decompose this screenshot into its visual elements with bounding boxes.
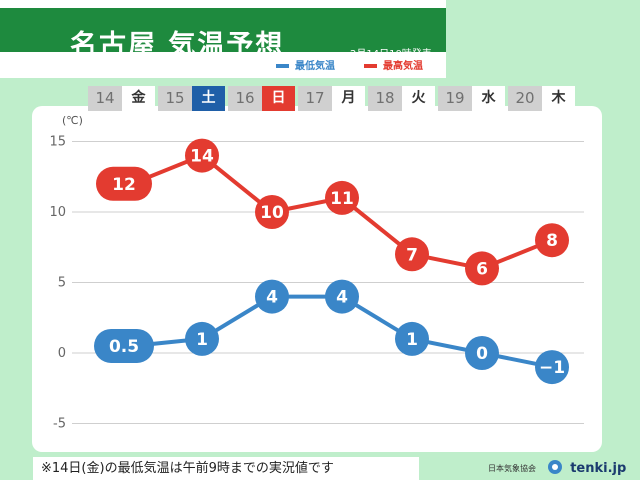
y-tick-label: 5 [58, 276, 66, 291]
footnote: ※14日(金)の最低気温は午前9時までの実況値です [33, 457, 419, 480]
day-weekday: 火 [402, 86, 435, 111]
legend-max: 最高気温 [364, 57, 423, 72]
title-box: 名古屋 気温予想 2月14日10時発表 最低気温 最高気温 [0, 0, 446, 78]
data-label: 6 [476, 259, 488, 279]
data-point-marker [325, 180, 359, 215]
day-cell-19: 19 水 [438, 86, 505, 111]
day-date: 16 [228, 86, 262, 111]
data-point-marker [185, 321, 219, 356]
data-point-marker [465, 336, 499, 370]
data-label: 14 [190, 147, 214, 167]
data-label: 4 [336, 288, 348, 308]
y-tick-label: 10 [49, 205, 66, 220]
y-tick-label: 15 [49, 135, 66, 150]
data-label: 1 [196, 330, 208, 350]
day-cell-17: 17 月 [298, 86, 365, 111]
legend-min-label: 最低気温 [295, 61, 335, 72]
data-label: −1 [539, 358, 565, 378]
data-point-marker [465, 251, 499, 286]
data-point-marker [94, 328, 154, 363]
data-label: 12 [112, 175, 136, 195]
chart-title: 名古屋 気温予想 [70, 30, 285, 61]
day-weekday: 水 [472, 86, 505, 111]
data-point-marker [325, 279, 359, 314]
data-label: 11 [330, 189, 354, 209]
legend-max-swatch [364, 64, 377, 68]
day-weekday: 土 [192, 86, 225, 111]
day-cell-18: 18 火 [368, 86, 435, 111]
title-bar: 名古屋 気温予想 2月14日10時発表 [0, 8, 446, 61]
data-label: 7 [406, 245, 418, 265]
issued-time: 2月14日10時発表 [350, 49, 432, 60]
legend-max-label: 最高気温 [383, 61, 423, 72]
day-cell-14: 14 金 [88, 86, 155, 111]
y-tick-label: -5 [53, 417, 66, 432]
day-date: 18 [368, 86, 402, 111]
legend-min: 最低気温 [276, 57, 335, 72]
day-weekday: 金 [122, 86, 155, 111]
brand-name: tenki.jp [570, 461, 627, 476]
plot-panel: (℃) 15 10 5 0 -5 12 14 10 11 7 6 8 0.5 1 4 4 1 0 −1 [32, 106, 602, 452]
legend-min-swatch [276, 64, 289, 68]
day-cell-15: 15 土 [158, 86, 225, 111]
y-axis-unit: (℃) [62, 114, 83, 127]
data-label: 4 [266, 288, 278, 308]
data-point-marker [395, 321, 429, 356]
data-label: 1 [406, 330, 418, 350]
day-weekday: 月 [332, 86, 365, 111]
data-point-marker [96, 166, 152, 201]
day-header: 14 金 15 土 16 日 17 月 18 火 19 水 20 木 [88, 86, 584, 111]
data-point-marker [185, 138, 219, 173]
day-date: 14 [88, 86, 122, 111]
tenki-logo-icon [547, 459, 563, 479]
brand: 日本気象協会 tenki.jp [488, 458, 626, 478]
data-point-marker [255, 279, 289, 314]
data-point-marker [395, 237, 429, 272]
day-cell-16: 16 日 [228, 86, 295, 111]
data-point-marker [535, 223, 569, 258]
day-date: 20 [508, 86, 542, 111]
data-label: 10 [260, 203, 284, 223]
day-date: 19 [438, 86, 472, 111]
day-date: 15 [158, 86, 192, 111]
day-weekday: 木 [542, 86, 575, 111]
data-label: 0.5 [109, 337, 139, 357]
data-label: 8 [546, 231, 558, 251]
day-date: 17 [298, 86, 332, 111]
day-weekday: 日 [262, 86, 295, 111]
day-cell-20: 20 木 [508, 86, 575, 111]
data-point-marker [255, 195, 289, 229]
brand-org: 日本気象協会 [488, 464, 536, 473]
data-label: 0 [476, 344, 488, 364]
data-point-marker [535, 350, 569, 385]
y-tick-label: 0 [58, 346, 66, 361]
